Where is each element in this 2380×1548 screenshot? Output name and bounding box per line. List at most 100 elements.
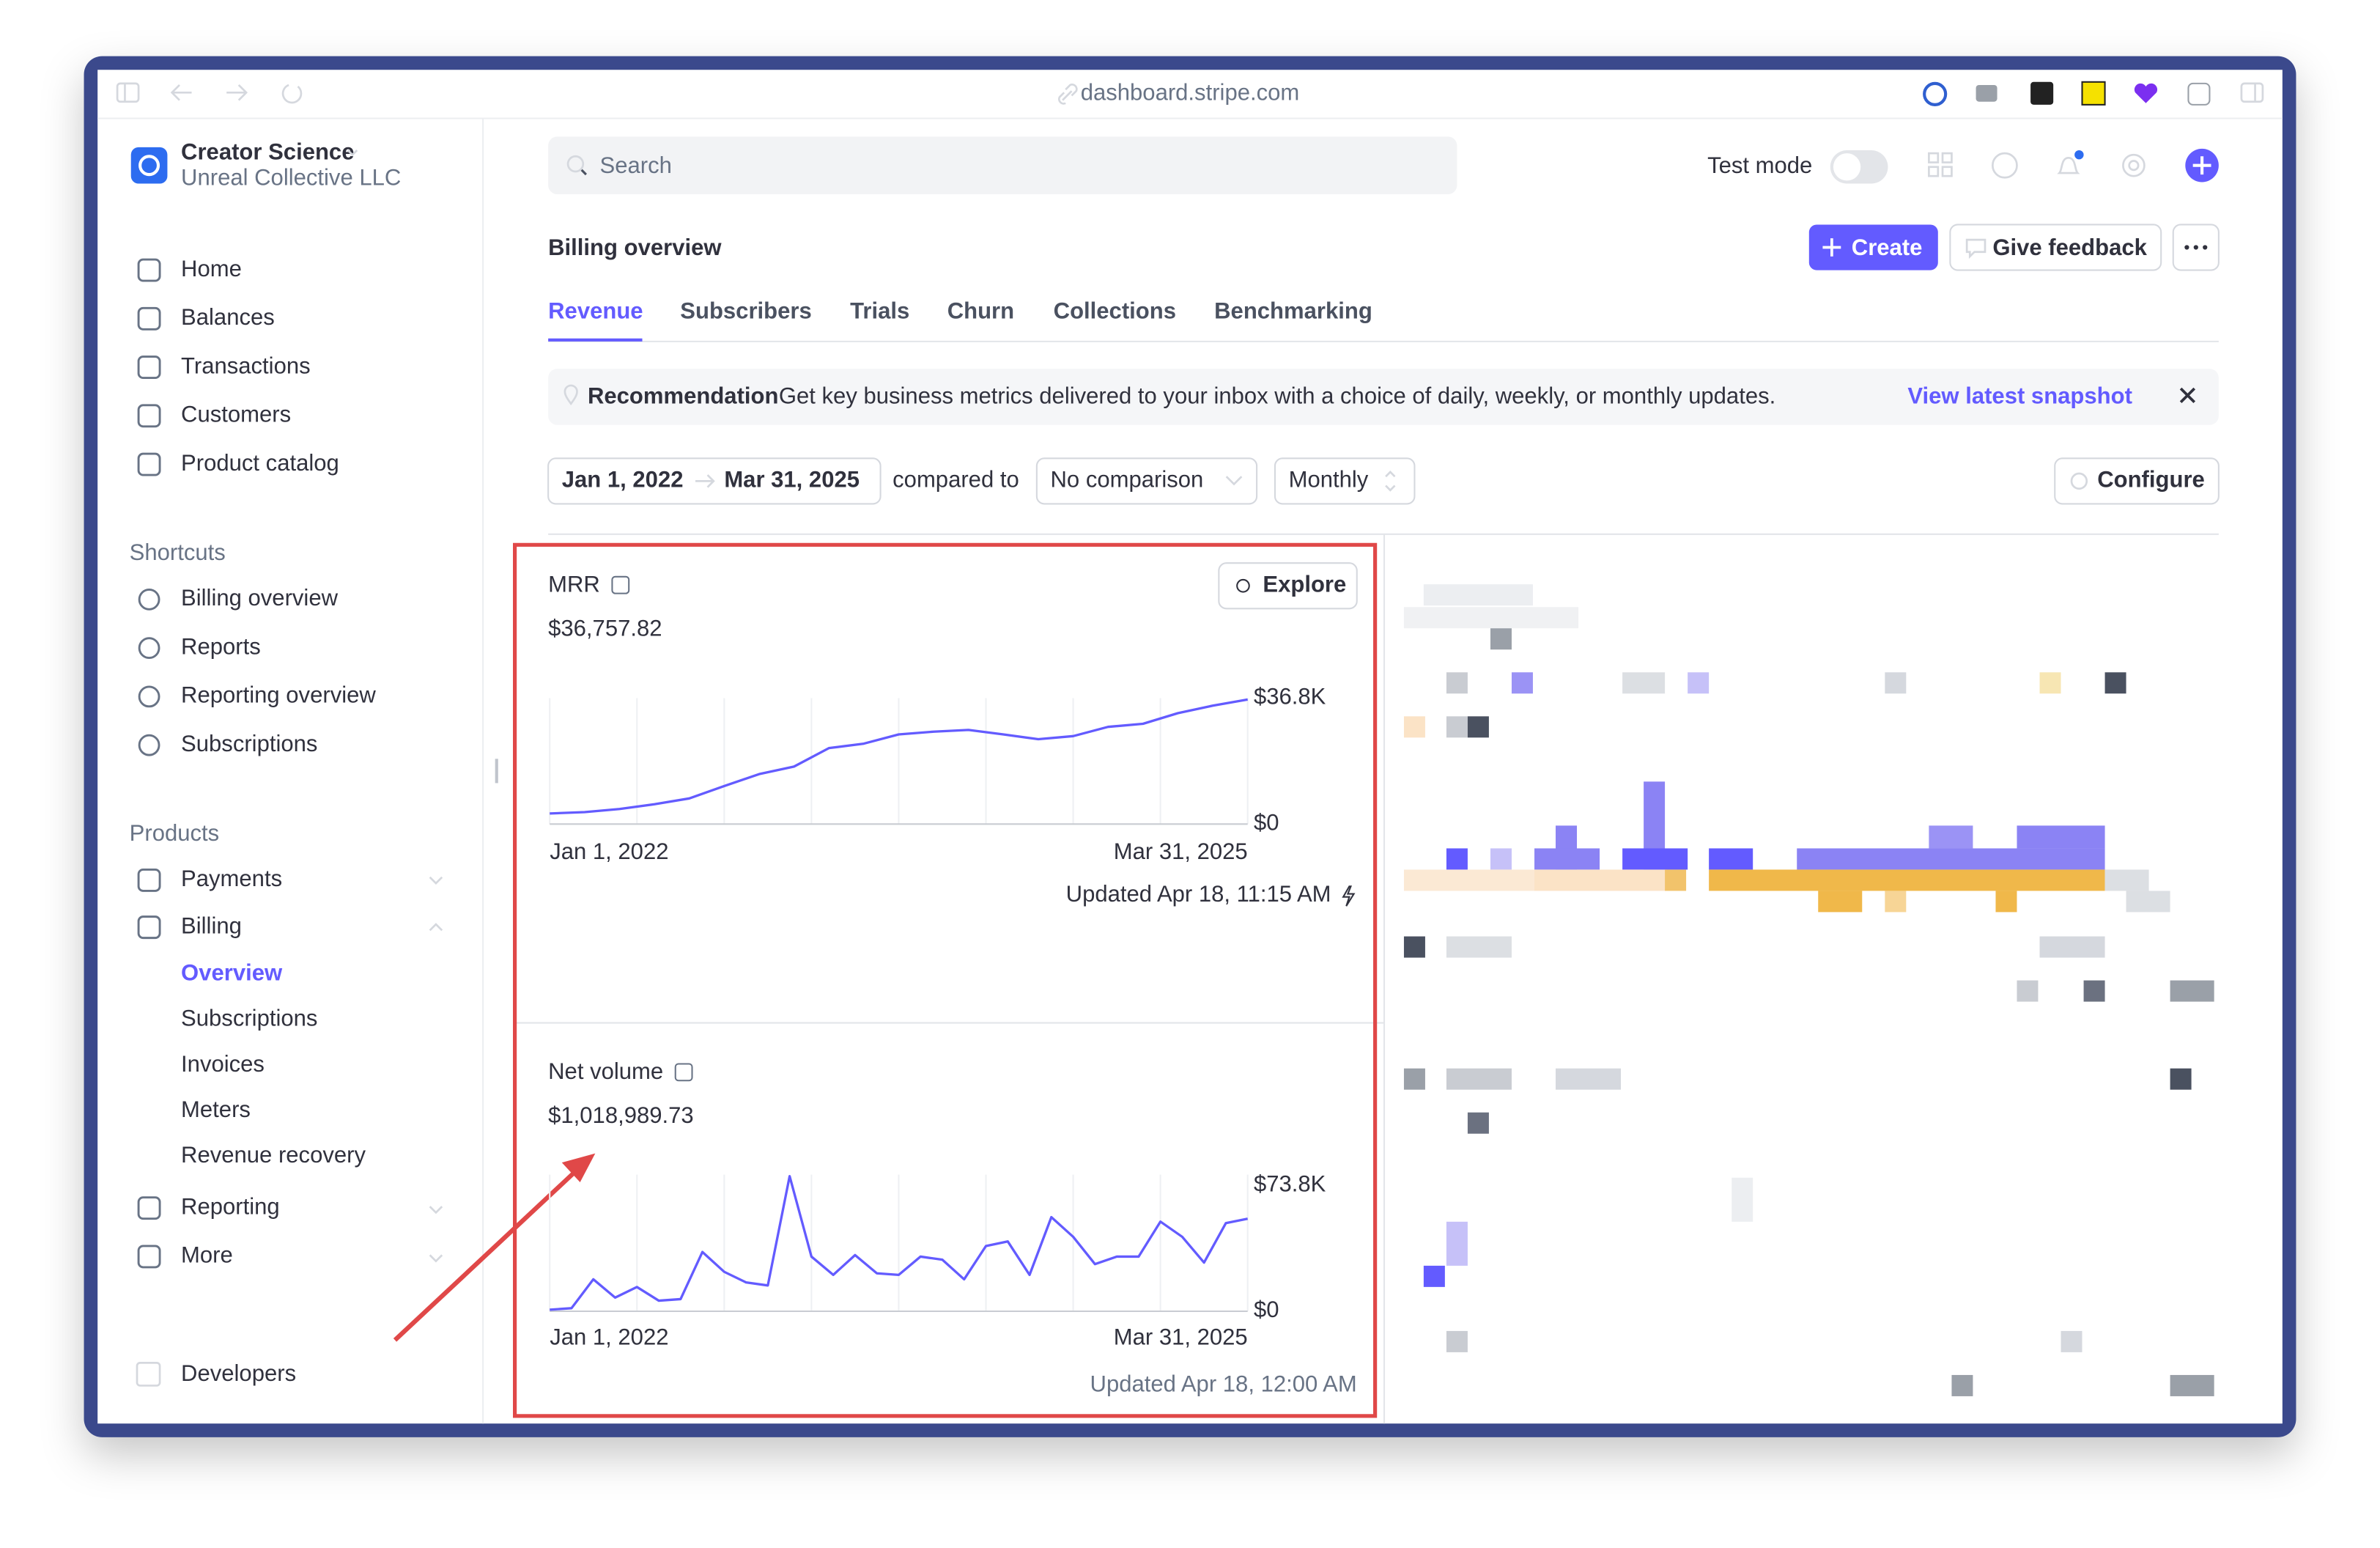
nav-icon — [137, 915, 161, 940]
url[interactable]: dashboard.stripe.com — [1081, 80, 1300, 106]
compared-label: compared to — [892, 467, 1019, 493]
tab[interactable]: Trials — [850, 298, 909, 324]
feedback-label: Give feedback — [1992, 235, 2147, 260]
updated-label: Updated Apr 18, 11:15 AM — [1066, 881, 1331, 907]
nav-icon — [138, 685, 160, 708]
arrow — [695, 474, 715, 488]
x-tick-label: Mar 31, 2025 — [1114, 1324, 1248, 1349]
nav-icon — [137, 868, 161, 892]
interval-select[interactable] — [1274, 457, 1416, 505]
explore-label: Explore — [1263, 571, 1346, 597]
tab[interactable]: Benchmarking — [1214, 298, 1372, 324]
extension-icon[interactable] — [2134, 83, 2158, 103]
comparison-select[interactable] — [1035, 457, 1258, 505]
extension-icon[interactable] — [2187, 82, 2211, 106]
nav-item[interactable]: Revenue recovery — [181, 1142, 366, 1168]
bolt-icon — [1342, 885, 1356, 907]
tab[interactable]: Churn — [947, 298, 1014, 324]
nav-item[interactable]: Reports — [181, 633, 261, 659]
create-button[interactable] — [1808, 224, 1938, 270]
nav-item[interactable]: Reporting overview — [181, 682, 376, 708]
nav-icon — [136, 1362, 161, 1387]
account-logo-mark — [138, 155, 160, 177]
tab[interactable]: Subscribers — [680, 298, 811, 324]
nav-item[interactable]: Balances — [181, 304, 275, 330]
blurred-content — [1403, 584, 2214, 1396]
feedback-button[interactable] — [1949, 224, 2162, 271]
nav-item[interactable]: Meters — [181, 1096, 251, 1122]
nav-item[interactable]: Developers — [181, 1360, 296, 1386]
nav-item[interactable]: Payments — [181, 866, 282, 891]
account-company: Unreal Collective LLC — [181, 165, 401, 191]
date-start: Jan 1, 2022 — [562, 467, 684, 493]
search-box[interactable] — [548, 136, 1457, 195]
nav-item[interactable]: Billing overview — [181, 585, 339, 611]
nav-item[interactable]: Customers — [181, 402, 291, 427]
link-icon — [1058, 84, 1078, 105]
plus — [2192, 156, 2211, 175]
nav-icon — [137, 1245, 161, 1269]
nav-item[interactable]: Subscriptions — [181, 731, 317, 756]
tab[interactable]: Revenue — [548, 298, 643, 324]
nav-item[interactable]: Product catalog — [181, 450, 339, 476]
configure-button[interactable] — [2054, 457, 2220, 505]
page-title: Billing overview — [548, 235, 722, 260]
chevron — [1225, 476, 1243, 486]
banner-label: Recommendation — [588, 383, 779, 409]
tab[interactable]: Collections — [1054, 298, 1176, 324]
notification-dot — [2074, 150, 2084, 160]
window — [97, 70, 2283, 1424]
banner-text: Get key business metrics delivered to yo… — [779, 383, 1775, 409]
search-placeholder: Search — [600, 152, 672, 178]
date-end: Mar 31, 2025 — [724, 467, 860, 493]
section-title: Products — [130, 820, 220, 846]
banner-close[interactable] — [2179, 387, 2196, 404]
topbar-icons[interactable] — [1928, 152, 2146, 179]
card-title: MRR — [548, 571, 600, 597]
nav-item[interactable]: More — [181, 1242, 233, 1268]
extension-icon[interactable] — [2030, 81, 2054, 105]
toggle-knob — [1833, 153, 1861, 181]
data-line — [550, 1175, 1249, 1311]
nav-item[interactable]: Transactions — [181, 353, 311, 378]
nav-item[interactable]: Subscriptions — [181, 1006, 317, 1031]
nav-icon — [138, 588, 160, 611]
y-tick-label: $0 — [1254, 810, 1279, 836]
banner-icon — [563, 384, 578, 406]
nav-icon — [138, 637, 160, 660]
nav-icon — [137, 355, 161, 380]
section-title: Shortcuts — [130, 539, 226, 565]
nav-item[interactable]: Home — [181, 256, 242, 281]
active-tab-indicator — [548, 338, 643, 342]
extension-icon[interactable] — [1923, 81, 1948, 106]
nav-item[interactable]: Reporting — [181, 1193, 280, 1219]
card-title: Net volume — [548, 1058, 663, 1084]
account-name[interactable]: Creator Science — [181, 139, 354, 164]
nav-icon — [137, 1196, 161, 1220]
create-label: Create — [1852, 235, 1923, 260]
extension-icon[interactable] — [1976, 84, 1998, 102]
nav-item[interactable]: Invoices — [181, 1051, 265, 1077]
gear-icon — [2070, 472, 2088, 490]
nav-icon — [138, 734, 160, 756]
explore-button[interactable] — [1218, 562, 1358, 610]
x-tick-label: Mar 31, 2025 — [1114, 838, 1248, 864]
chevron — [1385, 471, 1396, 492]
updated-label: Updated Apr 18, 12:00 AM — [1090, 1371, 1357, 1397]
nav-item[interactable]: Overview — [181, 960, 283, 986]
extension-icon[interactable] — [2081, 81, 2106, 106]
banner-link[interactable]: View latest snapshot — [1907, 383, 2132, 409]
search-icon — [566, 155, 585, 173]
x-tick-label: Jan 1, 2022 — [550, 838, 668, 864]
info-icon — [674, 1063, 693, 1082]
plus — [1822, 238, 1841, 257]
card-value: $36,757.82 — [548, 615, 662, 641]
nav-item[interactable]: Billing — [181, 913, 242, 938]
info-icon — [611, 575, 630, 594]
y-tick-label: $36.8K — [1254, 684, 1326, 710]
nav-icon — [137, 404, 161, 428]
card-value: $1,018,989.73 — [548, 1102, 694, 1128]
nav-icon — [137, 452, 161, 476]
nav-icon — [137, 258, 161, 282]
